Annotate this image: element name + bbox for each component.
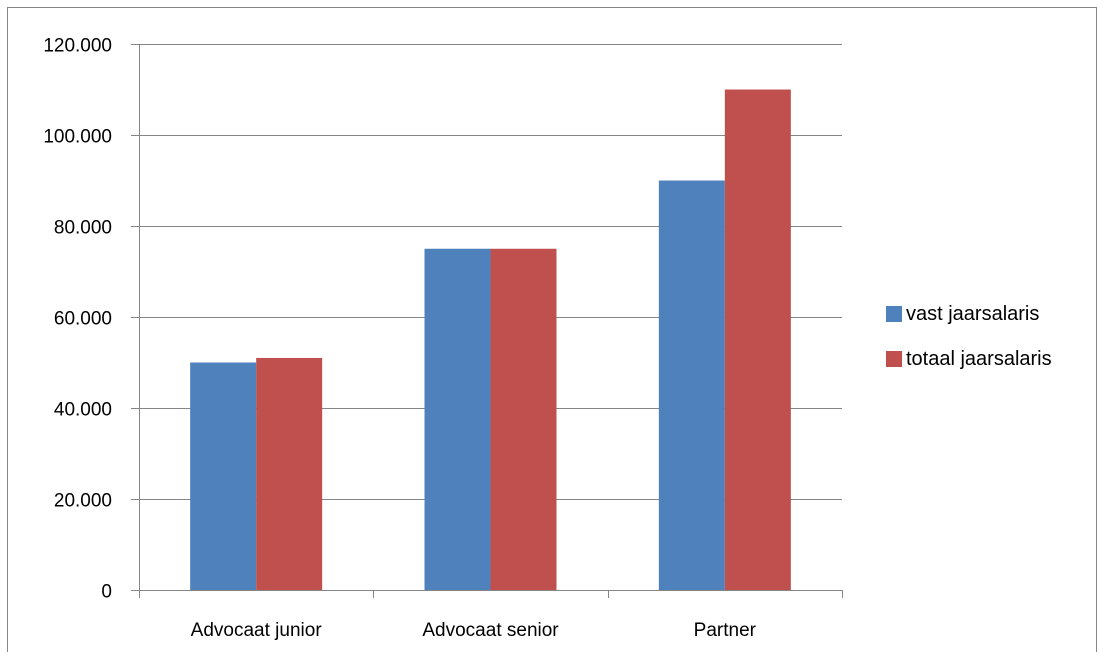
y-tick-labels: 0 20.000 40.000 60.000 80.000 100.000 120.000 — [43, 36, 112, 603]
bar-totaal-2 — [724, 89, 791, 590]
bar-vast-1 — [424, 248, 491, 590]
y-tick-label: 0 — [101, 582, 112, 603]
bars — [190, 89, 791, 590]
x-tick-label: Advocaat junior — [191, 620, 323, 641]
legend: vast jaarsalaris totaal jaarsalaris — [886, 303, 1052, 370]
y-tick-label: 100.000 — [43, 127, 112, 148]
legend-swatch — [886, 351, 902, 367]
bar-totaal-0 — [256, 357, 323, 590]
legend-swatch — [886, 306, 902, 322]
legend-label: totaal jaarsalaris — [906, 348, 1052, 370]
bar-totaal-1 — [490, 248, 557, 590]
x-tick-label: Partner — [694, 620, 757, 641]
axes — [131, 44, 843, 598]
bar-vast-0 — [190, 362, 257, 590]
bar-vast-2 — [658, 180, 725, 590]
x-tick-labels: Advocaat junior Advocaat senior Partner — [191, 620, 757, 641]
y-tick-label: 80.000 — [54, 218, 112, 239]
y-tick-label: 120.000 — [43, 36, 112, 57]
chart-frame — [7, 7, 1097, 652]
legend-label: vast jaarsalaris — [906, 303, 1039, 325]
y-tick-label: 60.000 — [54, 309, 112, 330]
y-tick-label: 20.000 — [54, 491, 112, 512]
y-tick-label: 40.000 — [54, 400, 112, 421]
x-tick-label: Advocaat senior — [422, 620, 559, 641]
